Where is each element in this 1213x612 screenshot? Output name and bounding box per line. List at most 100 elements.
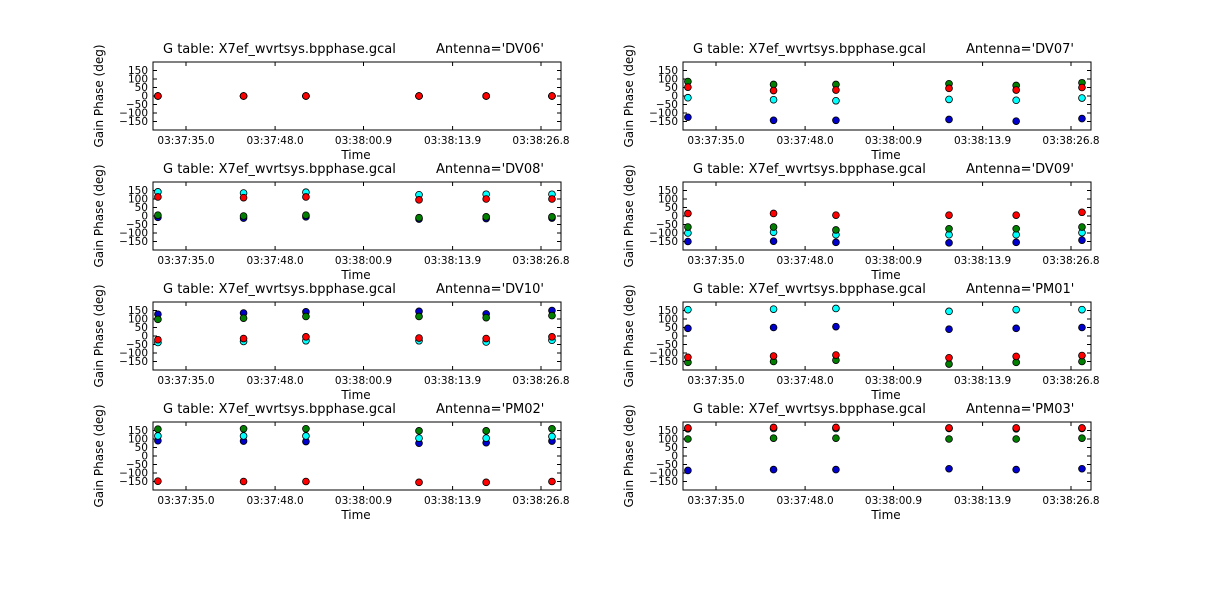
y-tick-label: −150 (119, 116, 148, 128)
y-tick-label: −150 (649, 116, 678, 128)
x-tick-label: 03:38:13.9 (954, 495, 1011, 507)
data-point (945, 360, 953, 368)
x-tick-label: 03:37:48.0 (776, 375, 833, 387)
panel-title: G table: X7ef_wvrtsys.bpphase.gcal (693, 402, 926, 417)
panel-3: G table: X7ef_wvrtsys.bpphase.gcal Antenn… (92, 162, 570, 282)
data-point (239, 314, 248, 322)
y-tick-label: −100 (649, 108, 678, 120)
y-tick-label: 100 (658, 314, 678, 326)
data-point (1012, 238, 1020, 247)
data-point (769, 116, 778, 125)
y-tick-label: −50 (126, 219, 148, 231)
data-point (548, 92, 556, 100)
y-tick-label: 50 (665, 82, 678, 94)
y-tick-label: −50 (656, 99, 678, 111)
panel-title: G table: X7ef_wvrtsys.bpphase.gcal (163, 162, 396, 177)
data-point (945, 95, 953, 104)
data-point (945, 115, 953, 124)
y-axis-label: Gain Phase (deg) (622, 164, 636, 267)
data-point (684, 223, 692, 231)
y-tick-label: −100 (119, 468, 148, 480)
panel-title: G table: X7ef_wvrtsys.bpphase.gcal (693, 42, 926, 57)
data-point (239, 424, 248, 433)
x-tick-label: 03:37:35.0 (687, 495, 744, 507)
data-point (482, 313, 490, 322)
x-tick-label: 03:37:48.0 (776, 255, 833, 267)
x-tick-label: 03:38:13.9 (424, 495, 481, 507)
data-point (1012, 117, 1020, 125)
data-point (154, 477, 162, 485)
plot-frame (682, 301, 1092, 371)
y-axis-label: Gain Phase (deg) (92, 44, 106, 147)
data-point (945, 424, 953, 432)
y-tick-label: −100 (119, 348, 148, 360)
data-point (1078, 223, 1086, 231)
y-tick-label: 150 (658, 305, 678, 317)
data-point (154, 335, 162, 344)
data-point (1012, 224, 1020, 233)
data-point (1012, 96, 1020, 105)
data-point (1012, 86, 1020, 94)
x-tick-label: 03:37:35.0 (157, 255, 214, 267)
plot-frame (682, 421, 1092, 491)
data-point (548, 477, 556, 486)
x-tick-label: 03:38:26.8 (512, 135, 569, 147)
data-point (832, 226, 840, 234)
x-tick-label: 03:38:13.9 (954, 375, 1011, 387)
data-point (239, 193, 248, 202)
y-axis-label: Gain Phase (deg) (92, 164, 106, 267)
x-tick-label: 03:37:48.0 (246, 375, 303, 387)
data-point (482, 427, 490, 435)
y-tick-label: 150 (128, 65, 148, 77)
data-point (1078, 208, 1086, 217)
y-tick-label: −150 (649, 236, 678, 248)
y-tick-label: 0 (141, 211, 148, 223)
data-point (482, 195, 490, 203)
data-point (945, 464, 953, 473)
x-tick-label: 03:38:26.8 (512, 375, 569, 387)
y-tick-label: 100 (128, 74, 148, 86)
x-tick-label: 03:38:26.8 (1042, 375, 1099, 387)
x-tick-label: 03:38:00.9 (865, 375, 922, 387)
panel-title: G table: X7ef_wvrtsys.bpphase.gcal (163, 282, 396, 297)
panel-antenna: Antenna='PM02' (436, 402, 544, 417)
y-tick-label: 50 (135, 82, 148, 94)
x-tick-label: 03:38:00.9 (335, 375, 392, 387)
y-tick-label: 100 (128, 434, 148, 446)
x-axis-label: Time (870, 148, 900, 162)
plot-frame (682, 181, 1092, 251)
x-axis-label: Time (870, 268, 900, 282)
data-point (415, 478, 423, 487)
y-tick-label: 100 (128, 194, 148, 206)
y-tick-label: 150 (658, 65, 678, 77)
y-tick-label: −150 (119, 356, 148, 368)
data-point (832, 96, 840, 105)
y-tick-label: 100 (658, 194, 678, 206)
data-point (769, 305, 778, 313)
panel-antenna: Antenna='DV10' (436, 282, 544, 297)
data-point (684, 237, 692, 246)
data-point (302, 477, 310, 486)
x-axis-label: Time (340, 268, 370, 282)
y-tick-label: 0 (141, 91, 148, 103)
x-tick-label: 03:38:26.8 (1042, 495, 1099, 507)
data-point (769, 352, 778, 360)
plot-frame (682, 61, 1092, 131)
x-tick-label: 03:37:48.0 (776, 135, 833, 147)
y-tick-label: 50 (135, 202, 148, 214)
x-tick-label: 03:37:35.0 (157, 135, 214, 147)
data-point (302, 211, 310, 219)
data-point (684, 424, 692, 432)
x-tick-label: 03:38:13.9 (954, 255, 1011, 267)
data-point (945, 239, 953, 247)
data-point (548, 432, 556, 441)
y-tick-label: 150 (128, 425, 148, 437)
y-tick-label: 0 (671, 331, 678, 343)
y-tick-label: 0 (671, 91, 678, 103)
x-axis-label: Time (870, 388, 900, 402)
data-point (769, 223, 778, 231)
data-point (945, 353, 953, 362)
data-point (1012, 435, 1020, 443)
plot-frame (152, 301, 562, 371)
